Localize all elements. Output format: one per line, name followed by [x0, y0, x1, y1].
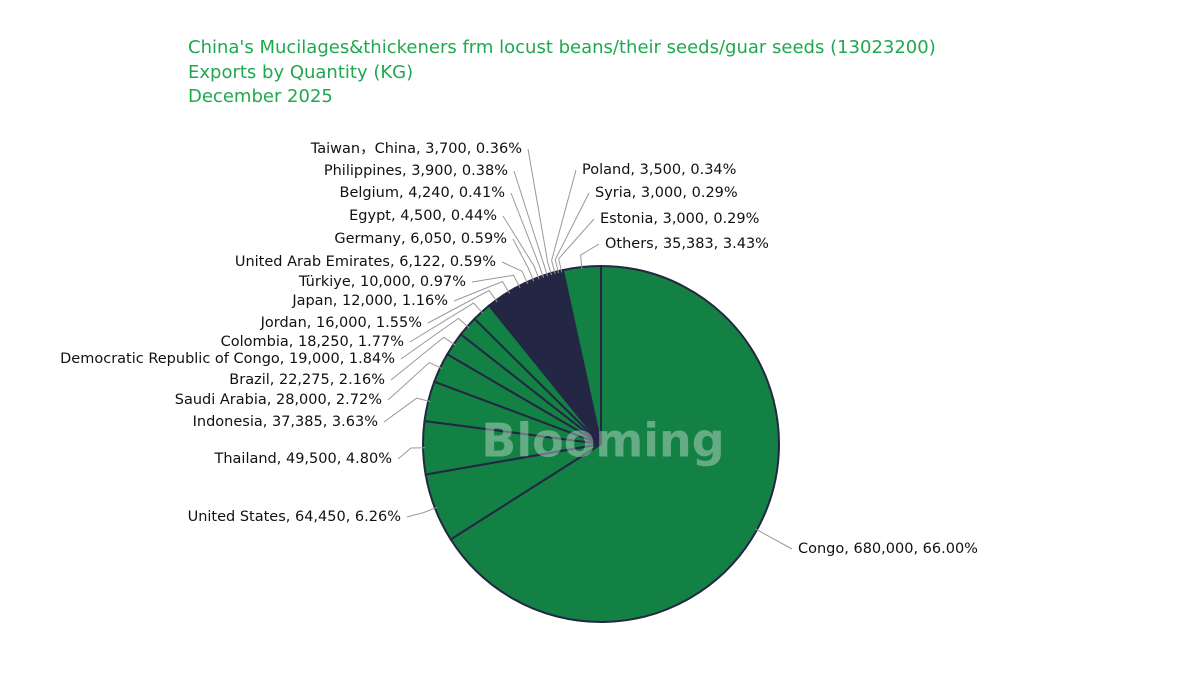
data-label: Colombia, 18,250, 1.77% — [221, 334, 404, 350]
leader-line — [400, 317, 470, 360]
leader-line — [427, 289, 498, 324]
leader-line — [580, 243, 600, 270]
leader-line — [387, 361, 443, 401]
data-label: Türkiye, 10,000, 0.97% — [298, 274, 466, 290]
pie — [422, 264, 780, 623]
watermark: Blooming — [481, 414, 724, 468]
leader-line — [390, 336, 456, 381]
leader-line — [551, 169, 577, 275]
data-label: Germany, 6,050, 0.59% — [334, 231, 507, 247]
data-label: Philippines, 3,900, 0.38% — [324, 163, 508, 179]
leader-line — [554, 192, 590, 274]
leader-line — [383, 397, 431, 423]
leader-line — [406, 506, 438, 518]
data-label: Japan, 12,000, 1.16% — [291, 293, 448, 309]
leader-line — [512, 238, 535, 282]
leader-line — [471, 274, 521, 288]
data-label: Indonesia, 37,385, 3.63% — [193, 414, 378, 430]
leader-line — [754, 528, 793, 550]
data-label: Taiwan，China, 3,700, 0.36% — [310, 141, 522, 157]
leader-line — [397, 447, 426, 460]
data-label: Jordan, 16,000, 1.55% — [260, 315, 422, 331]
labels: Congo, 680,000, 66.00% United States, 64,… — [60, 141, 978, 557]
data-label: Brazil, 22,275, 2.16% — [229, 372, 385, 388]
data-label: Belgium, 4,240, 0.41% — [340, 185, 505, 201]
data-label: Estonia, 3,000, 0.29% — [600, 211, 759, 227]
data-label: Democratic Republic of Congo, 19,000, 1.… — [60, 351, 395, 367]
chart-title: December 2025 — [188, 86, 333, 107]
leader-line — [527, 148, 552, 276]
data-label: United Arab Emirates, 6,122, 0.59% — [235, 254, 496, 270]
data-label: Poland, 3,500, 0.34% — [582, 162, 736, 178]
leader-line — [453, 280, 511, 302]
leader-lines — [383, 148, 793, 550]
data-label: Congo, 680,000, 66.00% — [798, 541, 978, 557]
data-label: Thailand, 49,500, 4.80% — [213, 451, 392, 467]
leader-line — [513, 170, 549, 277]
data-label: United States, 64,450, 6.26% — [188, 509, 401, 525]
chart-title: Exports by Quantity (KG) — [188, 62, 413, 83]
leader-line — [510, 192, 544, 278]
leader-line — [558, 218, 595, 273]
leader-line — [409, 302, 484, 343]
data-label: Syria, 3,000, 0.29% — [595, 185, 738, 201]
data-label: Others, 35,383, 3.43% — [605, 236, 769, 252]
leader-line — [502, 215, 540, 280]
chart-title: China's Mucilages&thickeners frm locust … — [188, 37, 936, 58]
data-label: Egypt, 4,500, 0.44% — [349, 208, 497, 224]
leader-line — [501, 261, 529, 285]
data-label: Saudi Arabia, 28,000, 2.72% — [175, 392, 382, 408]
